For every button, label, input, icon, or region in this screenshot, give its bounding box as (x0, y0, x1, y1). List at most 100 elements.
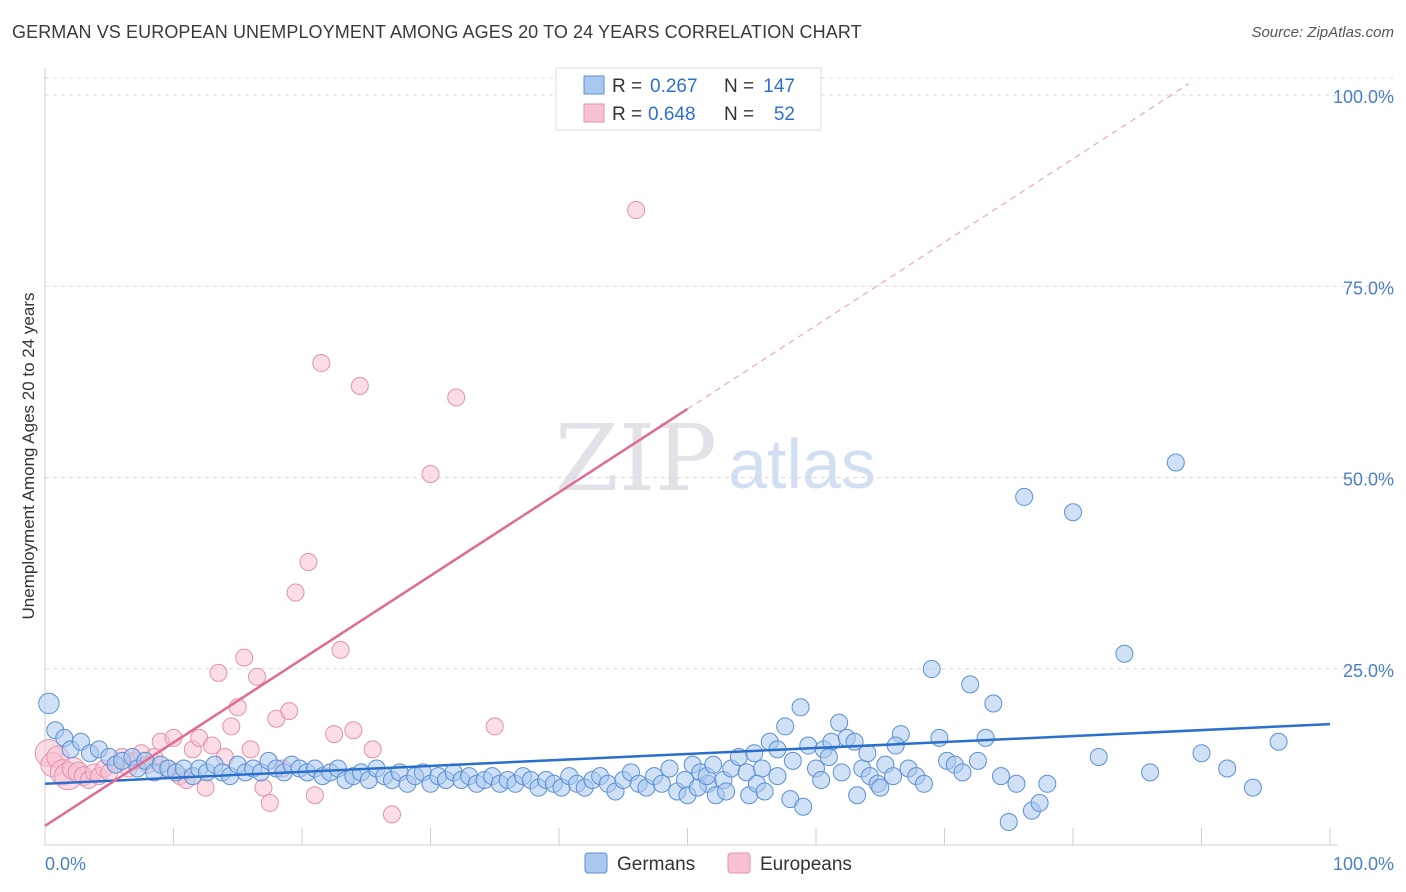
germans-point (799, 736, 818, 755)
germans-point (1064, 503, 1082, 522)
europeans-point (280, 702, 299, 721)
germans-point (884, 767, 903, 786)
europeans-point (260, 793, 279, 812)
germans-point (38, 692, 60, 715)
europeans-point (447, 388, 466, 407)
europeans-point (203, 736, 222, 755)
germans-point (652, 774, 671, 793)
trend-lines (44, 83, 1331, 827)
germans-point (976, 728, 995, 747)
europeans-point (350, 377, 369, 395)
legend-swatch-germans (583, 75, 605, 95)
europeans-point (254, 778, 273, 797)
europeans-point (235, 648, 254, 667)
legend-n-label-germans: N = (724, 76, 754, 97)
germans-point (984, 694, 1003, 713)
y-tick-label-100: 100.0% (1333, 87, 1394, 107)
y-axis-tick-labels: 100.0% 75.0% 50.0% 25.0% (1333, 87, 1394, 681)
germans-point (1192, 744, 1211, 763)
germans-point (660, 759, 679, 778)
germans-point (1115, 644, 1134, 663)
europeans-point (382, 805, 401, 824)
chart-title: GERMAN VS EUROPEAN UNEMPLOYMENT AMONG AG… (12, 22, 862, 42)
europeans-point (331, 640, 350, 659)
watermark-atlas: atlas (728, 425, 876, 503)
x-tick-label-min: 0.0% (45, 854, 86, 874)
germans-point (1141, 763, 1160, 782)
germans-point (753, 759, 772, 778)
germans-point (968, 751, 987, 770)
germans-point (914, 774, 933, 793)
legend-r-label-germans: R = (612, 76, 642, 97)
europeans-point (312, 354, 331, 373)
europeans-point (363, 740, 382, 759)
germans-point (1089, 748, 1108, 767)
germans-point (768, 767, 787, 786)
germans-point (704, 755, 723, 774)
europeans-point (241, 740, 260, 759)
source-label: Source: ZipAtlas.com (1251, 24, 1394, 41)
europeans-point (222, 717, 241, 736)
y-tick-label-50: 50.0% (1343, 470, 1394, 490)
germans-point (871, 778, 890, 797)
legend-n-label-europeans: N = (724, 104, 754, 125)
germans-point (992, 767, 1011, 786)
y-axis-title: Unemployment Among Ages 20 to 24 years (19, 293, 38, 620)
watermark: ZIP atlas (555, 405, 876, 512)
germans-point (1015, 487, 1034, 506)
germans-point (1030, 793, 1049, 812)
germans-point (745, 744, 764, 763)
legend-r-label-europeans: R = (612, 104, 642, 125)
bottom-legend-swatch-germans (584, 852, 608, 874)
germans-point (1243, 778, 1262, 797)
axes (44, 68, 1338, 846)
germans-point (858, 744, 877, 763)
europeans-point (485, 717, 504, 736)
y-tick-label-25: 25.0% (1343, 661, 1394, 681)
germans-point (832, 763, 851, 782)
europeans-trend-extension (687, 83, 1189, 410)
legend-swatch-europeans (583, 103, 605, 123)
germans-point (819, 748, 838, 767)
europeans-point (299, 552, 318, 571)
bottom-legend-label-germans: Germans (617, 854, 695, 875)
germans-point (1218, 759, 1237, 778)
germans-point (930, 728, 949, 747)
watermark-zip: ZIP (555, 405, 717, 512)
europeans-trend-line (44, 407, 689, 827)
germans-trend-line (44, 722, 1331, 786)
legend-n-value-europeans: 52 (774, 104, 795, 125)
germans-point (1007, 774, 1026, 793)
europeans-point (325, 725, 344, 744)
europeans-points (34, 201, 646, 824)
legend-r-value-europeans: 0.648 (648, 104, 696, 125)
germans-point (791, 698, 810, 717)
europeans-point (421, 464, 440, 483)
europeans-point (627, 201, 646, 220)
germans-point (848, 786, 867, 805)
germans-point (953, 763, 972, 782)
y-tick-label-75: 75.0% (1343, 278, 1394, 298)
grid-lines (45, 77, 1394, 670)
germans-point (1166, 453, 1185, 472)
germans-point (776, 717, 795, 736)
germans-point (783, 751, 802, 770)
europeans-point (248, 667, 267, 686)
germans-point (717, 782, 736, 801)
europeans-point (209, 663, 228, 682)
europeans-point (286, 583, 305, 602)
germans-point (1269, 732, 1288, 751)
stats-legend: R = 0.267 N = 147 R = 0.648 N = 52 (555, 67, 822, 131)
legend-n-value-germans: 147 (763, 76, 795, 97)
germans-point (794, 797, 813, 816)
bottom-legend-label-europeans: Europeans (760, 854, 852, 875)
germans-point (755, 782, 774, 801)
legend-r-value-germans: 0.267 (650, 76, 698, 97)
germans-point (999, 813, 1018, 832)
germans-point (961, 675, 980, 694)
series-legend: Germans Europeans (584, 852, 852, 875)
germans-point (812, 770, 831, 789)
europeans-point (305, 786, 324, 805)
germans-point (1038, 774, 1057, 793)
